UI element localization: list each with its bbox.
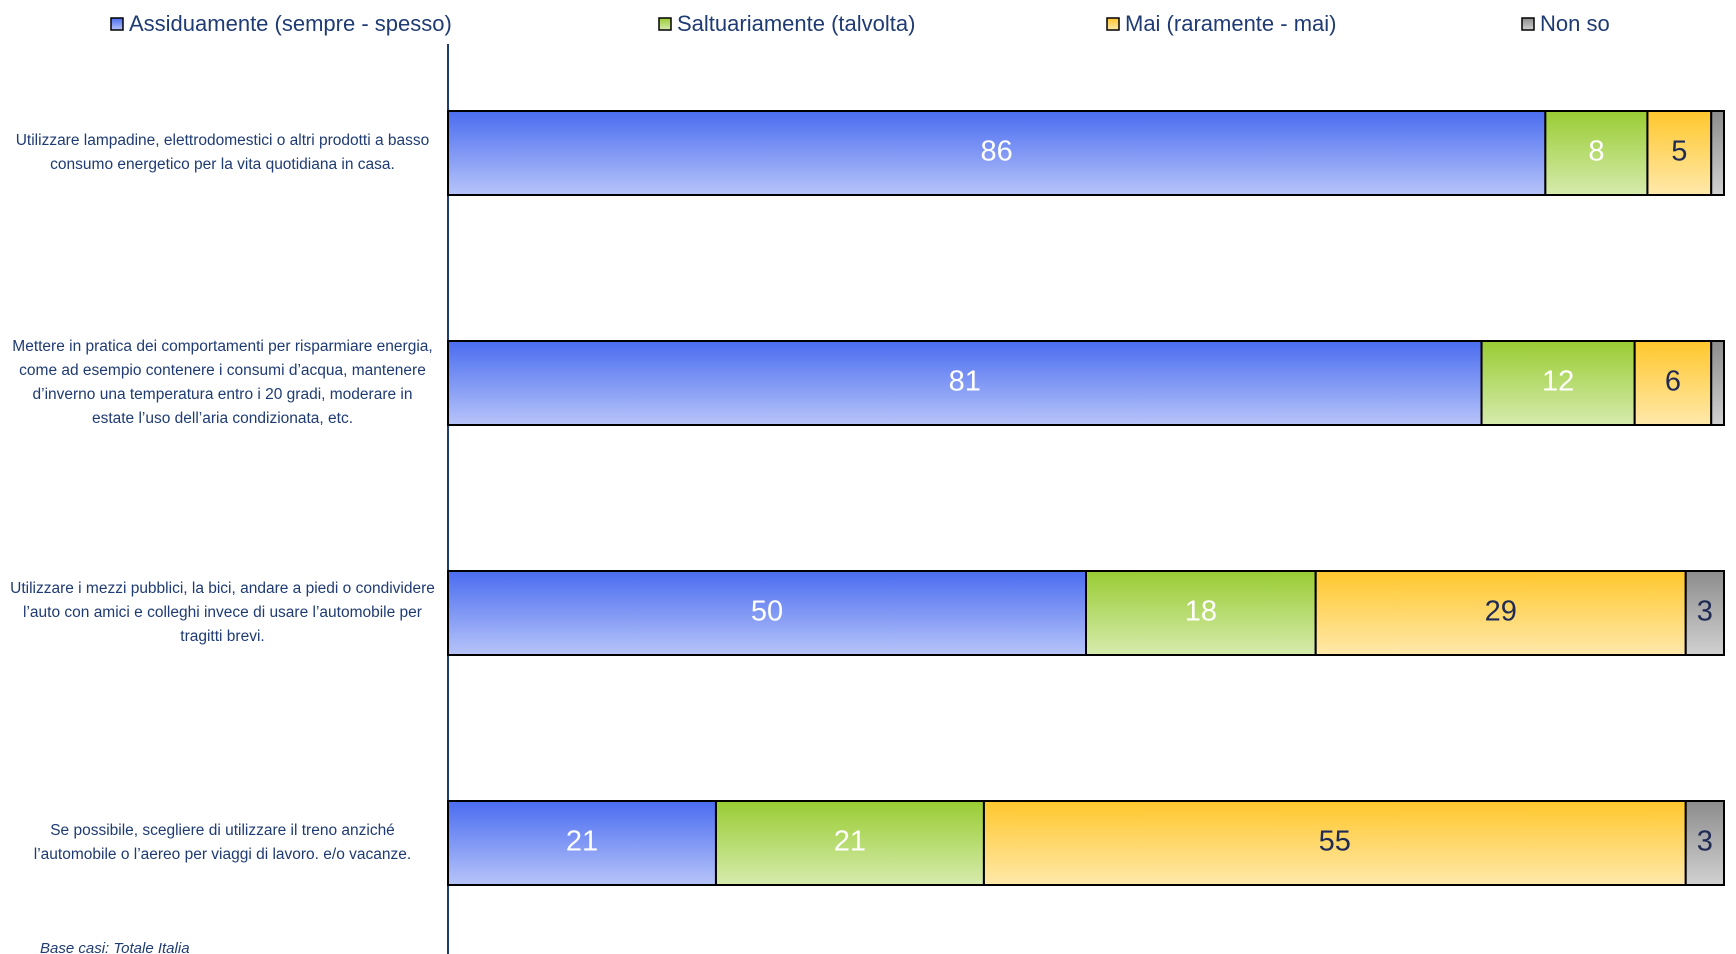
bar-segment <box>1544 110 1649 196</box>
bar-segment <box>1633 340 1713 426</box>
bar-segment <box>982 800 1687 886</box>
legend-swatch <box>1106 17 1120 31</box>
value-label: 5 <box>1671 136 1687 168</box>
category-label: Utilizzare i mezzi pubblici, la bici, an… <box>10 580 435 645</box>
value-label: 29 <box>1485 596 1517 628</box>
value-label: 3 <box>1697 596 1713 628</box>
legend-label: Assiduamente (sempre - spesso) <box>129 11 452 36</box>
bar-segment <box>1480 340 1636 426</box>
bar-segment <box>1710 340 1725 426</box>
value-label: 6 <box>1665 366 1681 398</box>
value-label: 81 <box>949 366 981 398</box>
bar-segment <box>1085 570 1317 656</box>
category-label: Mettere in pratica dei comportamenti per… <box>12 338 433 427</box>
value-label: 18 <box>1185 596 1217 628</box>
bar-segment <box>447 110 1547 196</box>
legend-swatch <box>1521 17 1535 31</box>
legend-swatch <box>110 17 124 31</box>
bar-segment <box>1710 110 1725 196</box>
value-label: 21 <box>834 826 866 858</box>
value-label: 55 <box>1319 826 1351 858</box>
legend-swatch <box>658 17 672 31</box>
value-label: 1 <box>1734 136 1736 168</box>
category-label: Utilizzare lampadine, elettrodomestici o… <box>15 132 430 173</box>
value-label: 21 <box>566 826 598 858</box>
note: Base casi: Totale Italia <box>40 940 190 954</box>
bar-segment <box>1314 570 1687 656</box>
legend-label: Non so <box>1540 11 1610 36</box>
value-label: 1 <box>1734 366 1736 398</box>
legend-label: Saltuariamente (talvolta) <box>677 11 915 36</box>
bar-segment <box>1684 800 1725 886</box>
bar-segment <box>447 340 1483 426</box>
value-label: 3 <box>1697 826 1713 858</box>
value-label: 50 <box>751 596 783 628</box>
value-label: 8 <box>1588 136 1604 168</box>
value-label: 12 <box>1542 366 1574 398</box>
bar-segment <box>1684 570 1725 656</box>
bar-segment <box>447 570 1087 656</box>
category-label: Se possibile, scegliere di utilizzare il… <box>33 822 412 863</box>
value-label: 86 <box>981 136 1013 168</box>
bar-segment <box>714 800 985 886</box>
legend-label: Mai (raramente - mai) <box>1125 11 1336 36</box>
bar-segment <box>1646 110 1713 196</box>
